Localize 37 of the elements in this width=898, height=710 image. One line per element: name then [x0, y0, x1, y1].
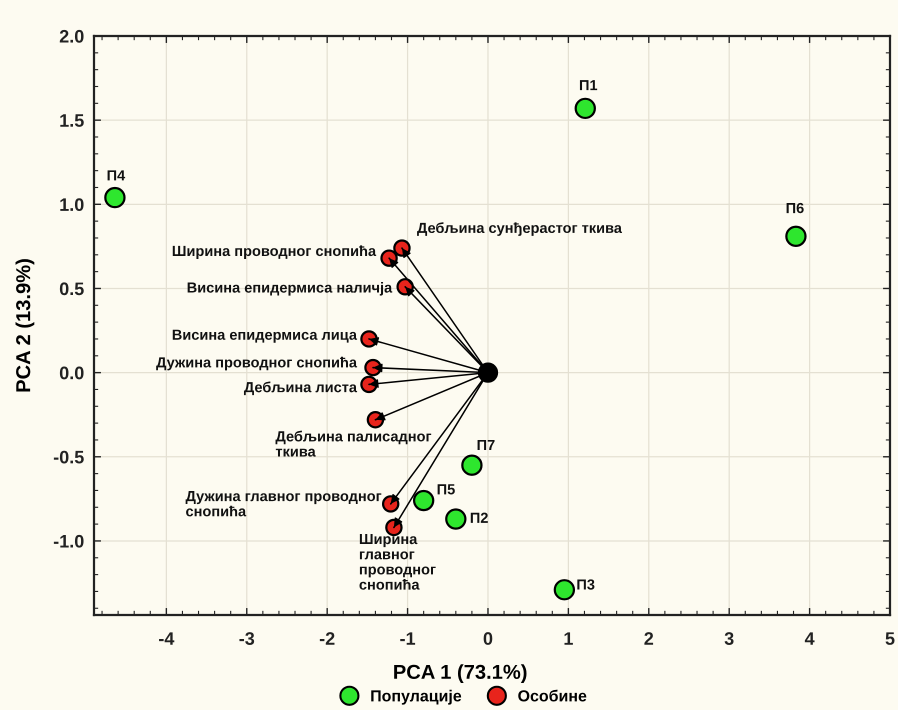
data-label: Висина епидермиса лица	[172, 330, 358, 343]
x-tick-label: 2	[644, 632, 654, 645]
x-tick-label: 1	[564, 632, 573, 645]
x-tick-label: 0	[484, 632, 492, 645]
y-tick-label: 1.5	[60, 114, 84, 127]
legend-label: Особине	[518, 690, 586, 702]
data-label: П4	[108, 170, 126, 180]
data-label: П2	[470, 512, 488, 523]
data-label: П3	[577, 579, 594, 590]
y-tick-label: 1.0	[60, 198, 84, 212]
x-tick-label: -3	[239, 632, 254, 645]
data-label: Дебљина сунђерастог ткива	[417, 222, 622, 236]
x-tick-label: -1	[400, 632, 416, 645]
data-label: Дебљина палисадног ткива	[276, 430, 432, 457]
legend-label: Популације	[371, 690, 462, 705]
x-tick-label: 3	[724, 632, 734, 645]
y-tick-label: 2.0	[60, 30, 84, 43]
x-tick-label: 4	[804, 632, 815, 645]
data-label: П1	[580, 80, 598, 90]
data-label: П5	[438, 484, 455, 494]
data-label: П7	[478, 440, 495, 450]
x-tick-label: -4	[159, 632, 174, 645]
y-tick-label: -0.5	[54, 450, 84, 464]
x-tick-label: 5	[886, 632, 895, 645]
data-label: Ширина проводног снопића	[172, 245, 376, 259]
y-axis-title: PCA 2 (13.9%)	[16, 259, 34, 392]
data-label: Дебљина листа	[244, 381, 358, 396]
data-label: П6	[786, 202, 804, 214]
x-tick-label: -2	[320, 632, 334, 645]
data-label: Дужина главног проводног снопића	[186, 491, 382, 516]
y-tick-label: 0.0	[60, 366, 84, 380]
y-tick-label: -1.0	[54, 534, 84, 548]
data-label: Висина епидермиса наличја	[188, 282, 392, 296]
x-axis-title: PCA 1 (73.1%)	[394, 664, 526, 683]
data-label: Ширина главног проводног снопића	[359, 534, 436, 590]
y-tick-label: 0.5	[60, 282, 84, 296]
data-label: Дужина проводног снопића	[156, 356, 358, 370]
